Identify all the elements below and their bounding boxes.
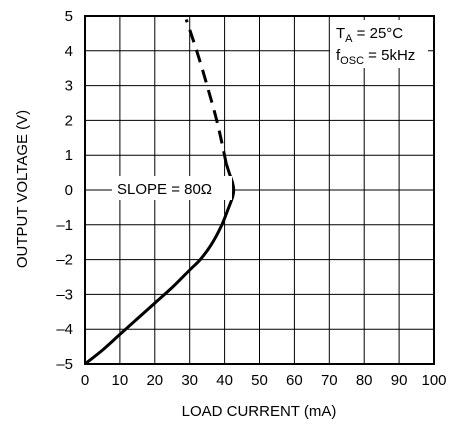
- y-axis-label: OUTPUT VOLTAGE (V): [14, 110, 31, 268]
- x-tick-label: 90: [391, 372, 408, 389]
- ta-subscript: A: [345, 33, 353, 45]
- ta-value: = 25°C: [353, 25, 404, 42]
- x-tick-labels: 0 10 20 30 40 50 60 70 80 90 100: [81, 372, 447, 389]
- y-tick-labels: –5 –4 –3 –2 –1 0 1 2 3 4 5: [56, 8, 73, 373]
- y-tick-label: –3: [56, 286, 73, 303]
- x-axis-label: LOAD CURRENT (mA): [182, 403, 337, 420]
- x-tick-label: 60: [286, 372, 303, 389]
- slope-annotation: SLOPE = 80Ω: [117, 181, 212, 198]
- x-tick-label: 10: [112, 372, 129, 389]
- y-tick-label: 4: [65, 43, 73, 60]
- x-tick-label: 40: [216, 372, 233, 389]
- slope-annotation-background: [112, 176, 232, 200]
- x-tick-label: 100: [421, 372, 446, 389]
- series-group: [84, 19, 236, 366]
- x-tick-label: 80: [356, 372, 373, 389]
- fosc-main: f: [336, 47, 341, 64]
- series-line-solid: [84, 163, 236, 366]
- y-tick-label: –4: [56, 321, 73, 338]
- x-tick-label: 20: [146, 372, 163, 389]
- y-tick-label: 5: [65, 8, 73, 25]
- y-tick-label: –5: [56, 356, 73, 373]
- y-tick-label: 0: [65, 182, 73, 199]
- y-tick-label: –1: [56, 217, 73, 234]
- x-tick-label: 70: [321, 372, 338, 389]
- x-tick-label: 0: [81, 372, 89, 389]
- y-tick-label: 3: [65, 78, 73, 95]
- ta-main: T: [336, 25, 345, 42]
- plot-frame: [84, 15, 435, 365]
- series-line-dashed: [184, 19, 228, 165]
- x-tick-label: 50: [251, 372, 268, 389]
- ta-annotation: TA = 25°C: [336, 25, 403, 45]
- fosc-value: = 5kHz: [364, 47, 415, 64]
- fosc-subscript: OSC: [340, 55, 364, 67]
- x-tick-label: 30: [181, 372, 198, 389]
- conditions-annotation-background: [330, 20, 428, 68]
- y-tick-label: 1: [65, 147, 73, 164]
- y-tick-label: 2: [65, 112, 73, 129]
- y-tick-label: –2: [56, 252, 73, 269]
- fosc-annotation: fOSC = 5kHz: [336, 47, 415, 67]
